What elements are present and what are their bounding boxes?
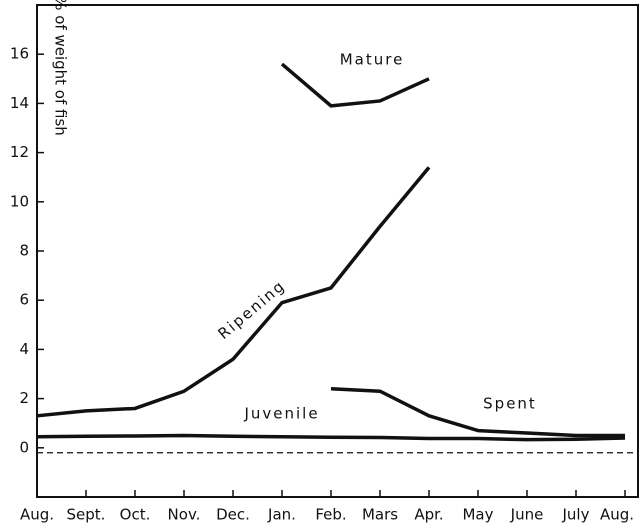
plot-frame [36, 4, 639, 498]
y-tick-label: 0 [19, 438, 29, 456]
x-tick-label: Apr. [414, 506, 443, 524]
series-label: Spent [483, 395, 537, 413]
y-tick-label: 16 [10, 45, 29, 63]
series-line [330, 387, 625, 438]
y-axis-label: % of weight of fish [52, 0, 70, 136]
series-label: Juvenile [243, 405, 319, 423]
y-tick-label: 10 [10, 192, 29, 210]
x-tick-label: Jan. [267, 506, 296, 524]
y-tick-label: 4 [19, 340, 29, 358]
y-tick-label: 14 [10, 94, 29, 112]
x-tick-label: Dec. [216, 506, 250, 524]
x-tick-label: July [562, 506, 590, 524]
series-line [280, 62, 430, 108]
series-line [36, 433, 626, 442]
x-tick-label: May [462, 506, 493, 524]
y-tick-label: 2 [19, 389, 29, 407]
y-tick-label: 12 [10, 143, 29, 161]
x-tick-label: Sept. [67, 506, 106, 524]
x-tick-label: Feb. [315, 506, 346, 524]
x-tick-label: Mars [362, 506, 398, 524]
series-label: Mature [340, 51, 405, 69]
y-tick-label: 6 [19, 291, 29, 309]
x-tick-label: Aug. [20, 506, 54, 524]
x-tick-label: June [510, 506, 544, 524]
x-tick-label: Nov. [168, 506, 201, 524]
x-tick-label: Oct. [120, 506, 151, 524]
y-tick-label: 8 [19, 242, 29, 260]
series-line [36, 166, 431, 418]
x-tick-label: Aug. [600, 506, 634, 524]
